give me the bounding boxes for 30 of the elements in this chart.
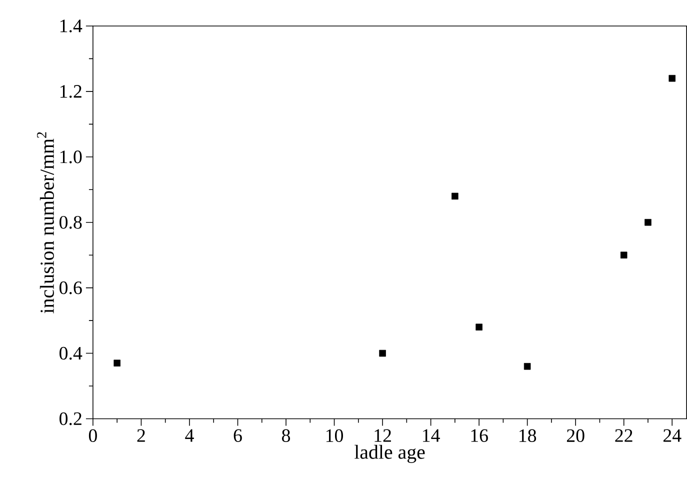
x-tick-label: 24 bbox=[663, 429, 682, 442]
point bbox=[476, 324, 482, 331]
y-axis-title: inclusion number/mm$^{2}$ bbox=[37, 132, 54, 314]
x-tick-label: 14 bbox=[423, 429, 440, 442]
x-tick-label: 18 bbox=[520, 429, 536, 442]
y-tick-label: 1.2 bbox=[60, 85, 82, 98]
x-tick-label: 6 bbox=[234, 429, 242, 442]
x-tick-label: 10 bbox=[326, 429, 343, 442]
x-tick-label: 4 bbox=[185, 429, 194, 442]
y-tick-label: 1.4 bbox=[60, 20, 82, 32]
y-tick-label: 0.2 bbox=[60, 412, 82, 426]
x-axis-title: ladle age bbox=[354, 445, 425, 464]
x-tick-label: 12 bbox=[374, 429, 391, 442]
point bbox=[379, 350, 386, 357]
y-tick-label: 0.8 bbox=[60, 216, 82, 229]
point bbox=[668, 75, 676, 82]
x-tick-label: 0 bbox=[88, 429, 97, 442]
x-tick-label: 20 bbox=[566, 429, 584, 442]
point bbox=[644, 219, 652, 226]
y-tick-label: 0.6 bbox=[60, 282, 82, 294]
x-tick-label: 2 bbox=[137, 429, 145, 442]
point bbox=[620, 252, 628, 259]
y-tick-label: 1.0 bbox=[60, 150, 82, 164]
point bbox=[114, 360, 120, 367]
x-tick-label: 16 bbox=[471, 429, 488, 442]
y-tick-label: 0.4 bbox=[60, 347, 82, 360]
point bbox=[524, 363, 531, 370]
x-tick-label: 22 bbox=[615, 429, 632, 442]
point bbox=[452, 192, 458, 200]
x-tick-label: 8 bbox=[282, 429, 290, 442]
